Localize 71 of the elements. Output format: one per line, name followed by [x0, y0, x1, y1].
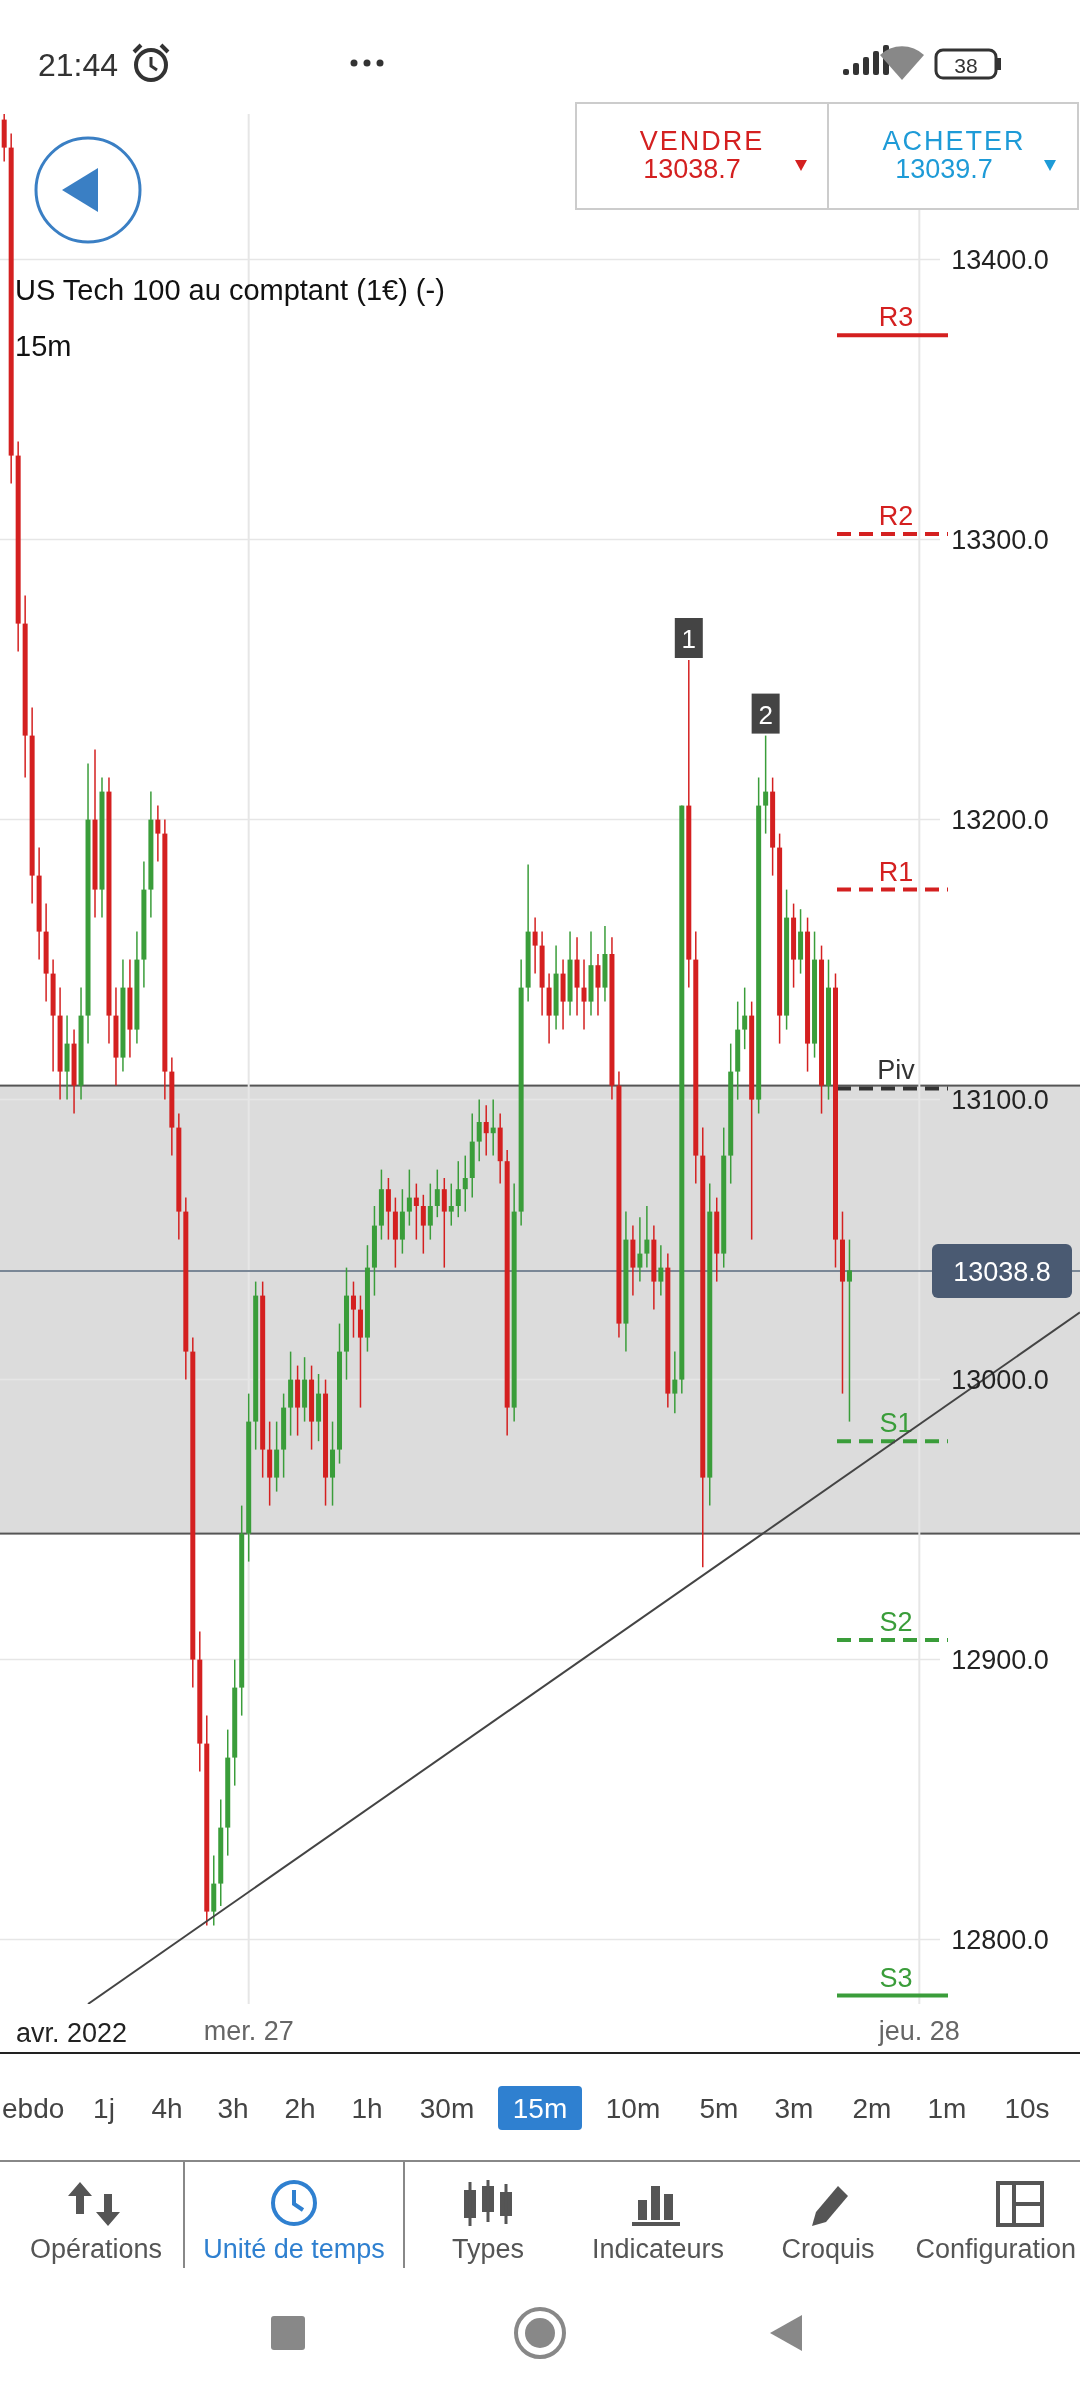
text: 10s: [1004, 2093, 1050, 2124]
text: 1j: [93, 2093, 115, 2124]
text: Unité de temps: [203, 2234, 385, 2264]
candlestick: [441, 1177, 447, 1269]
y-tick-label: 12900.0: [951, 1644, 1049, 1675]
text: US Tech 100 au comptant (1€) (-): [15, 274, 445, 306]
candlestick: [420, 1194, 426, 1255]
candlestick: [350, 1280, 356, 1339]
annotation: 2: [758, 699, 773, 730]
candlestick: [644, 1205, 650, 1269]
ref-line-label: R3: [878, 302, 914, 333]
candlestick: [476, 1098, 482, 1162]
text: ebdo: [2, 2093, 65, 2124]
text: 3h: [217, 2093, 249, 2124]
annotation: VENDRE: [639, 126, 765, 156]
ref-line-label: 13038.8: [953, 1256, 1051, 1287]
text: 30m: [419, 2093, 475, 2124]
ref-line-label: S3: [879, 1962, 913, 1993]
ref-line-label: R1: [878, 856, 914, 887]
ref-line-label: Piv: [877, 1055, 916, 1086]
candlestick: [427, 1182, 433, 1241]
candlestick: [532, 916, 538, 975]
text: 1h: [351, 2093, 383, 2124]
candlestick: [448, 1182, 454, 1227]
candlestick: [763, 734, 769, 835]
text: avr. 2022: [16, 2018, 128, 2048]
candlestick: [406, 1168, 412, 1227]
text: Croquis: [781, 2234, 875, 2264]
text: 38: [954, 54, 978, 77]
y-tick-label: 12800.0: [951, 1924, 1049, 1955]
text: Indicateurs: [591, 2234, 725, 2264]
y-tick-label: 13200.0: [951, 804, 1049, 835]
candlestick: [637, 1216, 643, 1283]
candlestick: [581, 958, 587, 1031]
ref-line-label: S1: [879, 1408, 913, 1439]
text: 2m: [852, 2093, 892, 2124]
text: Configuration: [915, 2234, 1076, 2264]
candlestick: [658, 1244, 664, 1297]
candlestick: [483, 1104, 489, 1157]
candlestick: [462, 1154, 468, 1213]
text: 21:44: [38, 47, 119, 83]
candlestick: [595, 953, 601, 1017]
text: 4h: [151, 2093, 183, 2124]
annotation: 1: [681, 624, 697, 654]
candlestick: [155, 804, 161, 863]
text: 1m: [927, 2093, 967, 2124]
text: Types: [451, 2234, 525, 2264]
text: 5m: [699, 2093, 739, 2124]
candlestick: [742, 986, 748, 1050]
candlestick: [455, 1160, 461, 1218]
text: 15m: [15, 330, 72, 362]
x-tick-label: mer. 27: [203, 2016, 294, 2046]
annotation: 13039.7: [895, 154, 993, 184]
ref-line-label: R2: [878, 501, 914, 531]
candlestick: [672, 1350, 678, 1414]
annotation: ACHETER: [882, 126, 1026, 156]
text: 10m: [605, 2093, 661, 2124]
y-tick-label: 13400.0: [951, 244, 1049, 275]
candlestick: [413, 1182, 419, 1241]
text: Opérations: [29, 2234, 163, 2264]
text: 3m: [774, 2093, 814, 2124]
candlestick: [385, 1177, 391, 1241]
ref-line-label: S2: [879, 1607, 913, 1637]
y-tick-label: 13300.0: [951, 524, 1049, 555]
x-tick-label: jeu. 28: [877, 2016, 960, 2046]
annotation: 13038.7: [643, 154, 741, 184]
text: 15m: [512, 2093, 568, 2124]
candlestick: [434, 1168, 440, 1218]
text: 2h: [284, 2093, 316, 2124]
y-tick-label: 13100.0: [951, 1084, 1049, 1115]
candlestick: [846, 1238, 852, 1423]
